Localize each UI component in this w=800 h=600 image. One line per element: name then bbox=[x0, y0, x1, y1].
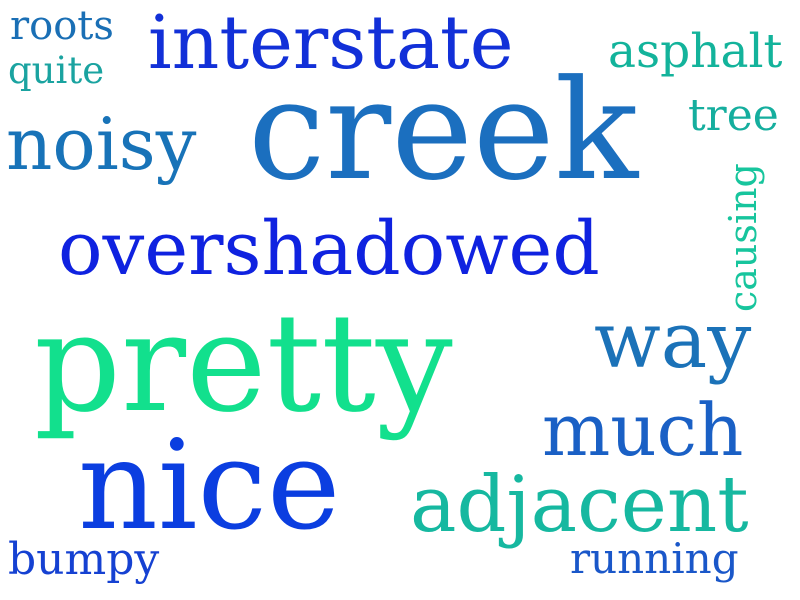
word-interstate: interstate bbox=[148, 0, 514, 86]
word-bumpy: bumpy bbox=[8, 534, 160, 585]
word-way: way bbox=[594, 296, 752, 386]
word-creek: creek bbox=[248, 50, 639, 211]
word-overshadowed: overshadowed bbox=[58, 206, 600, 292]
word-much: much bbox=[542, 388, 744, 472]
word-asphalt: asphalt bbox=[608, 24, 783, 79]
word-nice: nice bbox=[78, 414, 341, 558]
word-tree: tree bbox=[688, 90, 779, 141]
word-roots: roots bbox=[10, 3, 114, 49]
word-quite: quite bbox=[8, 49, 105, 92]
word-causing: causing bbox=[721, 163, 765, 312]
word-pretty: pretty bbox=[34, 285, 453, 443]
word-adjacent: adjacent bbox=[410, 460, 749, 550]
word-noisy: noisy bbox=[6, 102, 197, 186]
word-running: running bbox=[570, 534, 739, 583]
